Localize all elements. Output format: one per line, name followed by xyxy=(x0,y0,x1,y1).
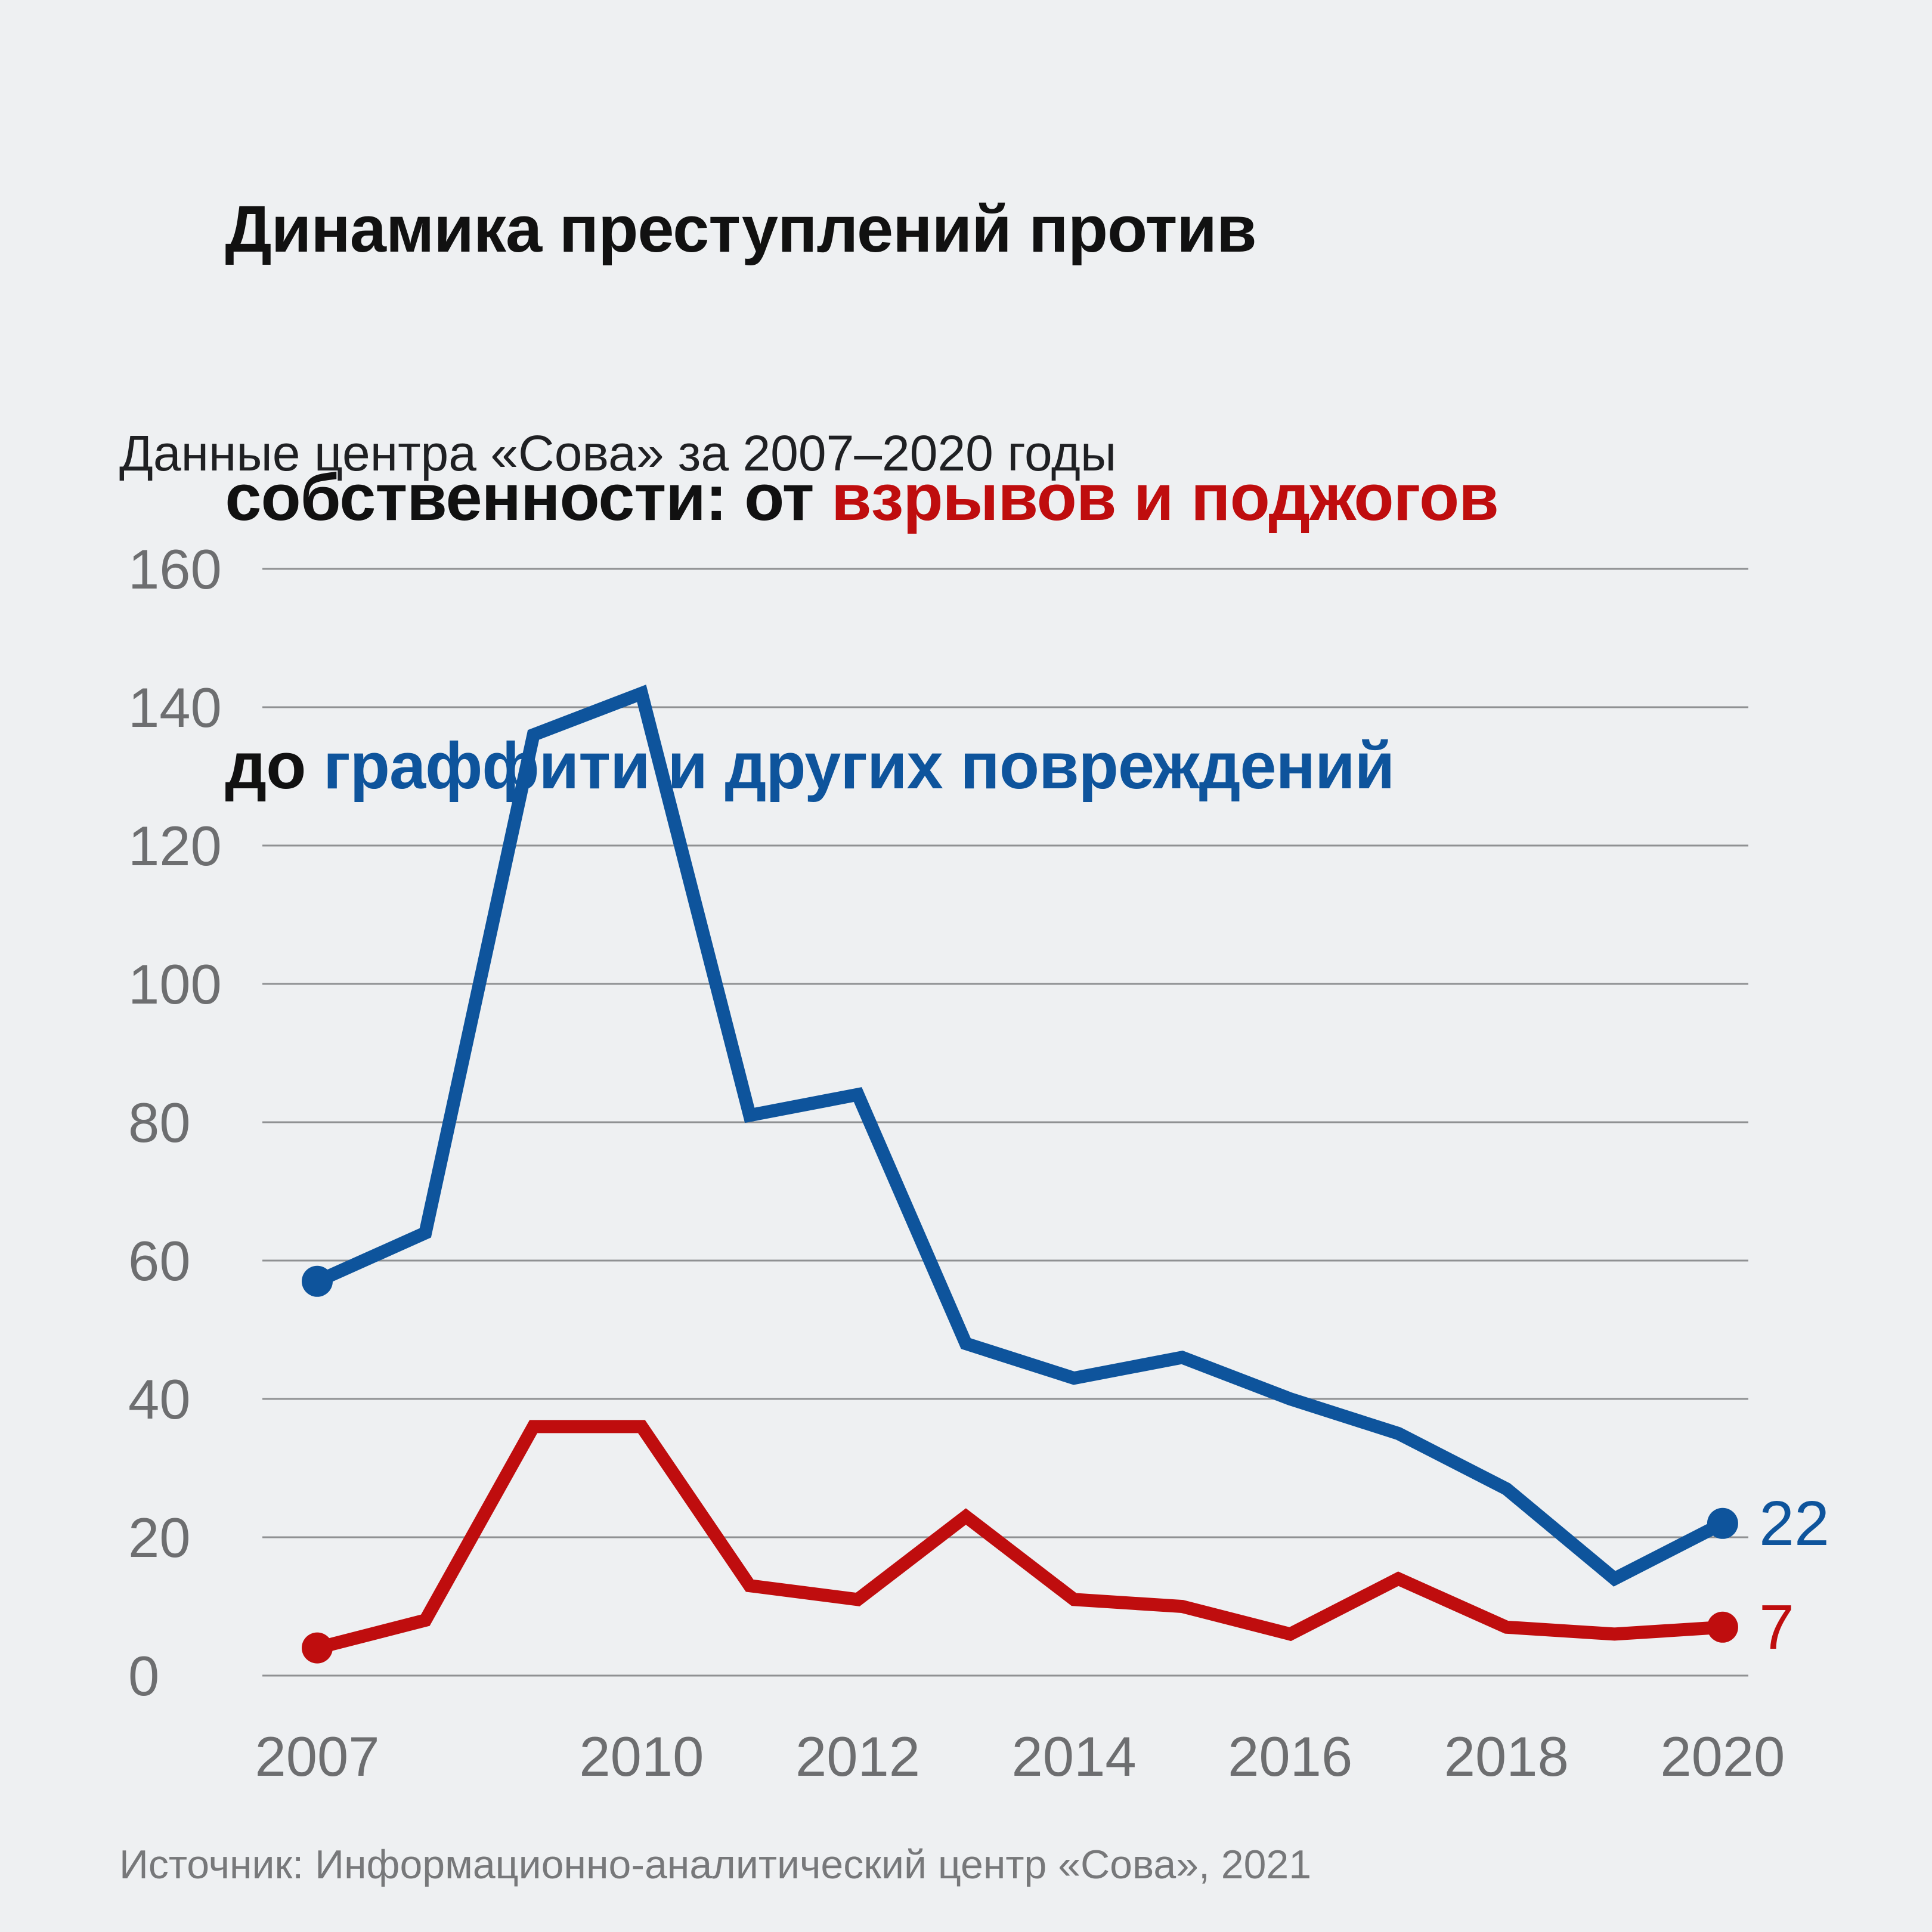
blue-endpoint-dot xyxy=(302,1265,333,1297)
y-tick-label: 120 xyxy=(128,815,222,877)
source-note: Источник: Информационно-аналитический це… xyxy=(119,1842,1312,1887)
x-tick-label: 2020 xyxy=(1660,1725,1785,1788)
x-tick-label: 2007 xyxy=(255,1725,379,1788)
y-tick-label: 140 xyxy=(128,676,222,739)
title-line2-prefix: собственности: от xyxy=(225,461,832,534)
blue-end-value-label: 22 xyxy=(1759,1488,1829,1559)
y-tick-label: 100 xyxy=(128,953,222,1015)
x-tick-label: 2018 xyxy=(1444,1725,1569,1788)
blue-endpoint-dot xyxy=(1707,1507,1738,1539)
x-tick-label: 2016 xyxy=(1228,1725,1352,1788)
red-series-line xyxy=(315,1420,1723,1655)
y-tick-label: 60 xyxy=(128,1230,191,1292)
chart-subtitle: Данные центра «Сова» за 2007–2020 годы xyxy=(119,425,1117,481)
title-highlight-graffiti-damage: граффити и других повреждений xyxy=(323,729,1395,803)
x-tick-label: 2014 xyxy=(1012,1725,1137,1788)
title-line3-prefix: до xyxy=(225,729,323,803)
y-tick-label: 0 xyxy=(128,1645,159,1707)
y-tick-label: 40 xyxy=(128,1368,191,1431)
title-line1: Динамика преступлений против xyxy=(225,193,1256,266)
title-highlight-explosions-arson: взрывов и поджогов xyxy=(831,461,1499,534)
chart-title: Динамика преступлений против собственнос… xyxy=(119,95,1498,900)
x-tick-label: 2010 xyxy=(579,1725,704,1788)
red-end-value-label: 7 xyxy=(1759,1592,1794,1662)
y-tick-label: 20 xyxy=(128,1506,191,1569)
blue-series-line xyxy=(314,685,1726,1587)
y-tick-label: 160 xyxy=(128,538,222,600)
red-endpoint-dot xyxy=(302,1632,333,1664)
red-endpoint-dot xyxy=(1707,1611,1738,1643)
y-tick-label: 80 xyxy=(128,1091,191,1154)
x-tick-label: 2012 xyxy=(795,1725,920,1788)
